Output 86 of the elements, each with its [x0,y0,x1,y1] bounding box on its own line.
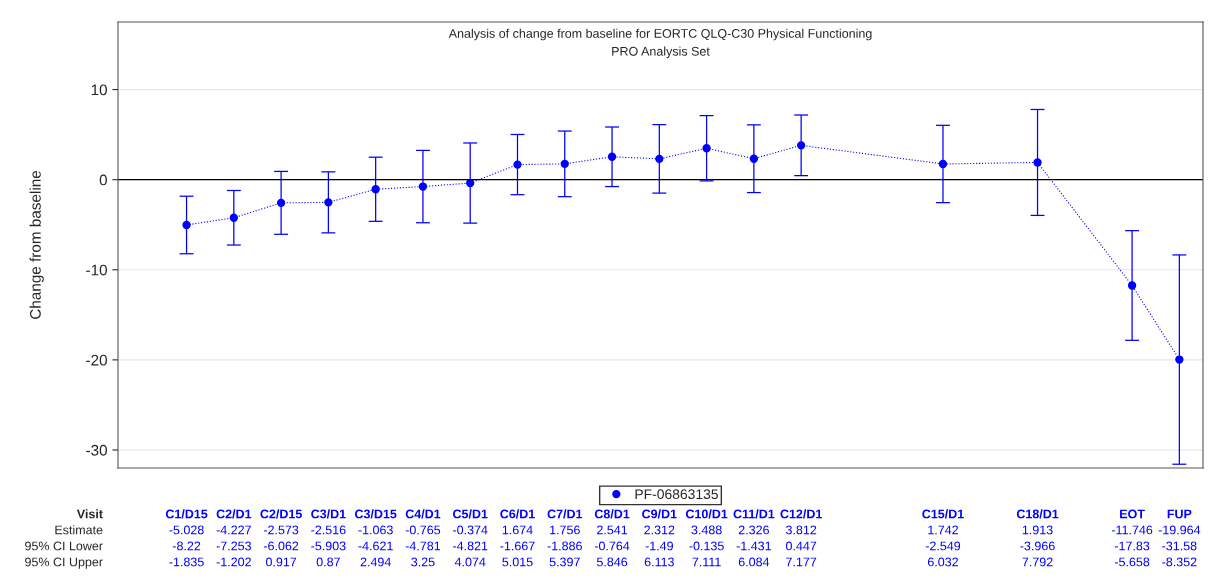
text: 6.113 [644,557,674,567]
x-tick-label: FUP [1167,509,1192,519]
x-tick-label: C2/D1 [216,509,252,519]
data-label: -19.964 [1158,525,1201,535]
data-label: -0.765 [405,525,441,535]
text: 7.792 [1022,557,1053,567]
text: 95% CI Upper [25,557,103,569]
x-tick-label: EOT [1120,509,1145,519]
text: 4.074 [454,557,486,567]
text: 5.015 [502,557,533,567]
data-label: 2.326 [738,525,769,535]
data-label: -1.063 [358,525,393,535]
x-tick-label: C3/D15 [354,509,397,519]
text: 2.494 [360,557,391,567]
text: 0.917 [265,557,297,567]
y-tick-label: 10 [91,84,107,96]
x-tick-label: C15/D1 [922,509,964,519]
text: 7.177 [786,557,817,567]
text: 3.25 [411,557,435,567]
y-tick-label: -10 [86,264,107,276]
data-label: 1.756 [550,525,580,535]
text: -5.903 [311,541,346,551]
data-label: 3.812 [785,525,817,535]
x-tick-label: C11/D1 [733,509,775,519]
text: -1.202 [216,557,251,567]
text: 95% CI Lower [25,541,103,551]
text: -1.431 [736,541,771,551]
text: -4.821 [453,541,488,551]
text: -4.621 [358,541,393,551]
text: -7.253 [216,541,251,551]
x-tick-label: C9/D1 [642,509,677,519]
text: -1.667 [500,541,535,551]
text: -1.49 [645,541,673,551]
data-label: 3.488 [691,525,722,535]
data-label: -0.374 [453,525,488,535]
y-tick-label: -20 [86,354,107,366]
data-label: -11.746 [1111,525,1153,535]
text: PRO Analysis Set [612,46,710,59]
text: -8.352 [1162,557,1197,567]
data-label: 1.674 [502,525,533,535]
text: -2.549 [925,541,961,551]
y-tick-label: -30 [86,444,107,456]
data-label: 1.913 [1022,525,1053,535]
text: -1.835 [169,557,204,567]
text: -17.83 [1114,541,1150,551]
data-label: -4.227 [216,525,251,535]
data-label: 2.541 [597,525,628,535]
data-label: 2.312 [644,525,675,535]
text: -5.658 [1114,557,1150,567]
data-label: -5.028 [169,525,204,535]
text: -3.966 [1020,541,1055,551]
x-tick-label: C12/D1 [780,509,822,519]
text: 7.111 [692,557,721,567]
x-tick-label: C8/D1 [594,509,630,519]
text: 0.447 [786,541,817,551]
y-tick-label: 0 [99,174,107,186]
text: Estimate [55,525,103,535]
x-tick-label: C7/D1 [547,509,583,519]
text: Analysis of change from baseline for EORTC QLQ-C30 Physical Functioning [448,28,872,41]
text: 5.397 [549,557,580,567]
x-tick-label: C2/D15 [260,509,302,519]
text: -8.22 [172,541,201,551]
x-tick-label: C3/D1 [311,509,346,519]
point [182,220,191,230]
text: 6.084 [738,557,770,567]
x-tick-label: C10/D1 [685,509,728,519]
text: 6.032 [927,557,958,567]
x-tick-label: C6/D1 [500,509,535,519]
text: -4.781 [405,541,441,551]
text: -0.135 [689,541,724,551]
text: -6.062 [263,541,299,551]
data-label: 1.742 [928,525,958,535]
x-tick-label: C4/D1 [405,509,441,519]
text: -1.886 [547,541,582,551]
text: -0.764 [594,541,630,551]
x-tick-label: C1/D15 [165,509,208,519]
text: -31.58 [1162,541,1197,551]
data-label: -2.516 [311,525,346,535]
y-axis-title: Change from baseline [29,170,44,319]
data-label: -2.573 [263,525,299,535]
text: 5.846 [596,557,628,567]
x-tick-label: C18/D1 [1016,509,1059,519]
text: Visit [76,509,103,519]
x-tick-label: C5/D1 [453,509,488,519]
legend-label: PF-06863135 [635,489,718,500]
text: 0.87 [316,557,340,567]
